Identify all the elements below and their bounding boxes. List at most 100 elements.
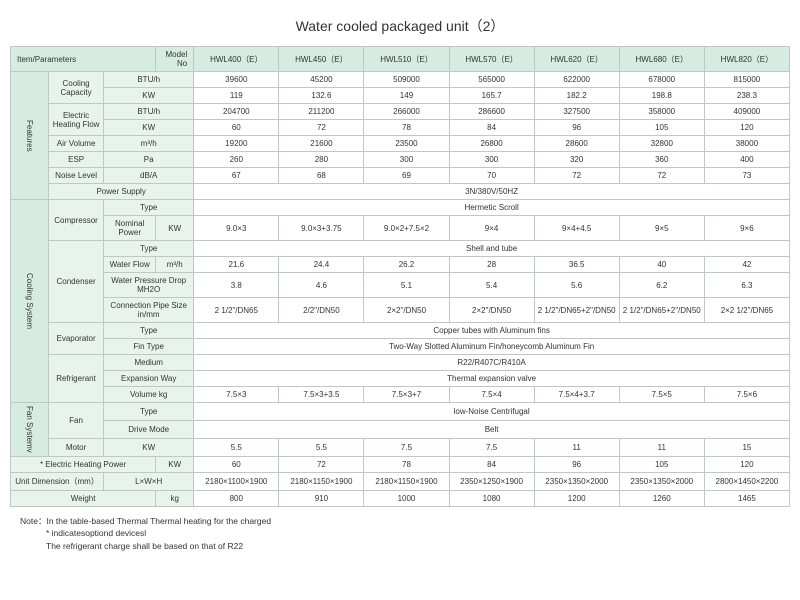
cell: 73 xyxy=(704,168,789,184)
cell: 6.3 xyxy=(704,273,789,298)
compressor-label: Compressor xyxy=(49,200,104,241)
cell: 28 xyxy=(449,257,534,273)
nominal-power-label: Nominal Power xyxy=(104,216,156,241)
fan-system-section: Fan Systemv xyxy=(11,403,49,457)
cond-type-value: Shell and tube xyxy=(194,241,790,257)
weight-label: Weight xyxy=(11,490,156,506)
pa-label: Pa xyxy=(104,152,194,168)
cell: 7.5×5 xyxy=(619,387,704,403)
page-title: Water cooled packaged unit（2） xyxy=(10,16,790,36)
cell: 42 xyxy=(704,257,789,273)
noise-label: Noise Level xyxy=(49,168,104,184)
cell: 23500 xyxy=(364,136,449,152)
cell: 9.0×3+3.75 xyxy=(279,216,364,241)
cell: 32800 xyxy=(619,136,704,152)
cell: 120 xyxy=(704,120,789,136)
cell: 9×5 xyxy=(619,216,704,241)
cell: 815000 xyxy=(704,72,789,88)
cell: 19200 xyxy=(194,136,279,152)
cell: 7.5×3 xyxy=(194,387,279,403)
cell: 5.5 xyxy=(194,438,279,456)
cell: 72 xyxy=(619,168,704,184)
power-supply-label: Power Supply xyxy=(49,184,194,200)
cell: 286600 xyxy=(449,104,534,120)
cell: 7.5 xyxy=(364,438,449,456)
cell: 565000 xyxy=(449,72,534,88)
evaporator-label: Evaporator xyxy=(49,323,104,355)
btu-label: BTU/h xyxy=(104,72,194,88)
cell: 68 xyxy=(279,168,364,184)
cell: 300 xyxy=(364,152,449,168)
cell: 70 xyxy=(449,168,534,184)
cell: 6.2 xyxy=(619,273,704,298)
model-col-1: HWL450（E） xyxy=(279,47,364,72)
cell: 7.5 xyxy=(449,438,534,456)
cell: 120 xyxy=(704,456,789,472)
cell: 21.6 xyxy=(194,257,279,273)
motor-kw-label: KW xyxy=(104,438,194,456)
expansion-label: Expansion Way xyxy=(104,371,194,387)
item-params-label: Item/Parameters xyxy=(11,47,156,72)
cell: 300 xyxy=(449,152,534,168)
note-line-2: * indicatesoptiond devicesl xyxy=(20,527,790,540)
cell: 678000 xyxy=(619,72,704,88)
cell: 78 xyxy=(364,456,449,472)
cell: 24.4 xyxy=(279,257,364,273)
cell: 2350×1250×1900 xyxy=(449,472,534,490)
cell: 7.5×3+3.5 xyxy=(279,387,364,403)
cell: 38000 xyxy=(704,136,789,152)
cell: 21600 xyxy=(279,136,364,152)
fin-type-label: Fin Type xyxy=(104,339,194,355)
ehp-kw-label: KW xyxy=(156,456,194,472)
drive-mode-value: Belt xyxy=(194,420,790,438)
model-col-0: HWL400（E） xyxy=(194,47,279,72)
cell: 2800×1450×2200 xyxy=(704,472,789,490)
cell: 1260 xyxy=(619,490,704,506)
cell: 7.5×4 xyxy=(449,387,534,403)
fan-type-value: low-Noise Centrifugal xyxy=(194,403,790,421)
dimension-label: Unit Dimension（mm） xyxy=(11,472,104,490)
water-pressure-label: Water Pressure Drop MH2O xyxy=(104,273,194,298)
dba-label: dB/A xyxy=(104,168,194,184)
cell: 9×4 xyxy=(449,216,534,241)
cell: 409000 xyxy=(704,104,789,120)
cell: 67 xyxy=(194,168,279,184)
model-col-4: HWL620（E） xyxy=(534,47,619,72)
cell: 280 xyxy=(279,152,364,168)
cell: 39600 xyxy=(194,72,279,88)
cell: 910 xyxy=(279,490,364,506)
cell: 2 1/2"/DN65 xyxy=(194,298,279,323)
ehp-label: * Electric Heating Power xyxy=(11,456,156,472)
cell: 72 xyxy=(279,456,364,472)
cell: 3.8 xyxy=(194,273,279,298)
cell: 622000 xyxy=(534,72,619,88)
cell: 9×6 xyxy=(704,216,789,241)
cell: 1200 xyxy=(534,490,619,506)
cell: 28600 xyxy=(534,136,619,152)
cell: 800 xyxy=(194,490,279,506)
model-col-3: HWL570（E） xyxy=(449,47,534,72)
comp-type-value: Hermetic Scroll xyxy=(194,200,790,216)
cell: 358000 xyxy=(619,104,704,120)
model-col-6: HWL820（E） xyxy=(704,47,789,72)
cell: 132.6 xyxy=(279,88,364,104)
cell: 2×2"/DN50 xyxy=(449,298,534,323)
note-line-1: Note：In the table-based Thermal Thermal … xyxy=(20,515,790,528)
model-col-5: HWL680（E） xyxy=(619,47,704,72)
expansion-value: Thermal expansion valve xyxy=(194,371,790,387)
cell: 2180×1150×1900 xyxy=(279,472,364,490)
air-volume-label: Air Volume xyxy=(49,136,104,152)
kw-label: KW xyxy=(104,88,194,104)
cell: 26.2 xyxy=(364,257,449,273)
cell: 5.4 xyxy=(449,273,534,298)
cell: 400 xyxy=(704,152,789,168)
cell: 105 xyxy=(619,456,704,472)
cell: 105 xyxy=(619,120,704,136)
drive-mode-label: Drive Mode xyxy=(104,420,194,438)
cell: 11 xyxy=(534,438,619,456)
cell: 84 xyxy=(449,120,534,136)
model-col-2: HWL510（E） xyxy=(364,47,449,72)
spec-table: Item/Parameters Model No HWL400（E） HWL45… xyxy=(10,46,790,507)
cell: 198.8 xyxy=(619,88,704,104)
cell: 2/2"/DN50 xyxy=(279,298,364,323)
